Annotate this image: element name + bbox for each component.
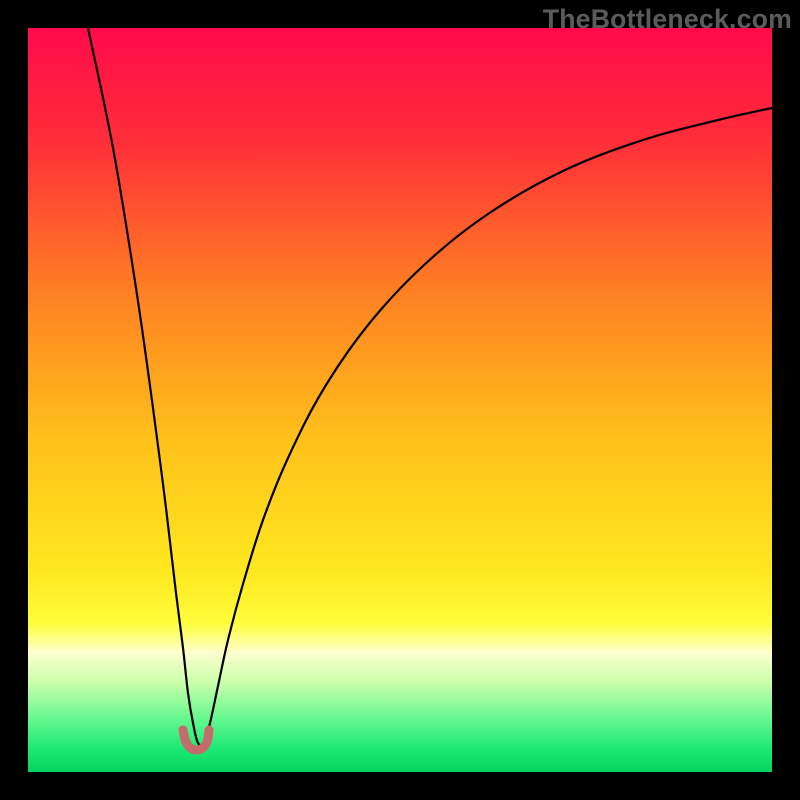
watermark-text: TheBottleneck.com — [543, 4, 792, 35]
bottleneck-curve — [88, 28, 772, 745]
chart-frame — [28, 28, 772, 772]
curve-layer — [28, 28, 772, 772]
plot-area — [28, 28, 772, 772]
